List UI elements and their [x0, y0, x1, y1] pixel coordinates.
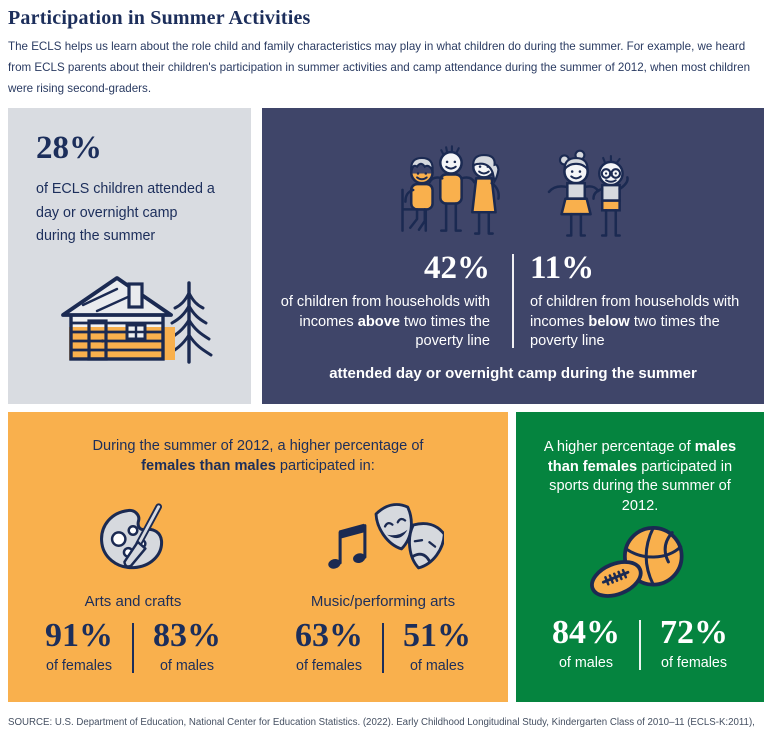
- female-participation-panel: During the summer of 2012, a higher perc…: [8, 412, 508, 703]
- below-poverty-text: of children from households with incomes…: [530, 294, 740, 350]
- above-poverty-value: 42%: [424, 250, 490, 287]
- music-stats: 63% of females 51% of males: [286, 617, 480, 675]
- tragedy-mask-icon: [408, 522, 444, 570]
- camp-percentage: 28%: [36, 130, 102, 167]
- children-illustrations: [387, 126, 639, 244]
- vertical-divider: [132, 623, 134, 674]
- bottom-panel-row: During the summer of 2012, a higher perc…: [8, 412, 764, 703]
- female-stat: 72% of females: [660, 614, 728, 672]
- sports-panel-heading: A higher percentage of males than female…: [543, 439, 737, 514]
- vertical-divider: [639, 620, 641, 671]
- income-panel-caption: attended day or overnight camp during th…: [329, 364, 697, 382]
- football-icon: [590, 560, 643, 599]
- above-poverty-text: of children from households with incomes…: [280, 294, 490, 350]
- intro-paragraph: The ECLS helps us learn about the role c…: [8, 40, 751, 95]
- activities: Arts and crafts 91% of females 83% of ma…: [8, 500, 508, 674]
- male-stat: 51% of males: [403, 617, 471, 675]
- page-title: Participation in Summer Activities: [8, 7, 311, 29]
- above-poverty-stat: 42% of children from households with inc…: [262, 252, 512, 352]
- two-children-icon: [547, 149, 629, 238]
- basketball-football-icon: [540, 518, 740, 604]
- three-children-icon: [401, 145, 500, 236]
- sports-participation-panel: A higher percentage of males than female…: [516, 412, 764, 703]
- income-stats: 42% of children from households with inc…: [262, 252, 764, 352]
- arts-stats: 91% of females 83% of males: [36, 617, 230, 675]
- music-note-theater-masks-icon: [322, 500, 444, 580]
- vertical-divider: [512, 254, 514, 349]
- cabin-with-pine-tree-icon: [55, 269, 213, 372]
- activity-label: Arts and crafts: [84, 593, 182, 611]
- female-stat: 91% of females: [45, 617, 113, 675]
- female-panel-heading: During the summer of 2012, a higher perc…: [92, 438, 424, 474]
- source-note: SOURCE: U.S. Department of Education, Na…: [8, 717, 755, 729]
- income-camp-panel: 42% of children from households with inc…: [262, 108, 764, 405]
- music-note-icon: [328, 524, 367, 570]
- below-poverty-value: 11%: [530, 250, 595, 287]
- arts-and-crafts-activity: Arts and crafts 91% of females 83% of ma…: [8, 500, 258, 674]
- pine-tree-icon: [165, 281, 212, 364]
- male-stat: 83% of males: [153, 617, 221, 675]
- music-performing-arts-activity: Music/performing arts 63% of females 51%…: [258, 500, 508, 674]
- camp-description: of ECLS children attended a day or overn…: [36, 181, 215, 245]
- sports-stats: 84% of males 72% of females: [540, 614, 740, 672]
- below-poverty-stat: 11% of children from households with inc…: [514, 252, 764, 352]
- male-stat: 84% of males: [552, 614, 620, 672]
- camp-attendance-panel: 28% of ECLS children attended a day or o…: [8, 108, 251, 405]
- cabin-icon: [60, 275, 175, 361]
- female-stat: 63% of females: [295, 617, 363, 675]
- activity-label: Music/performing arts: [310, 593, 456, 611]
- top-panel-row: 28% of ECLS children attended a day or o…: [8, 108, 764, 405]
- vertical-divider: [382, 623, 384, 674]
- paint-palette-brush-icon: [94, 500, 172, 580]
